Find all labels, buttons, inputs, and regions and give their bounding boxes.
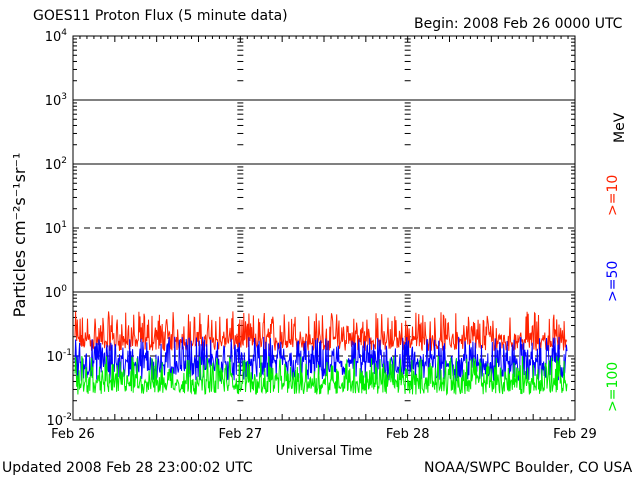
y-tick-label: 104 (45, 28, 68, 45)
legend-unit: MeV (612, 112, 628, 143)
credit-text: NOAA/SWPC Boulder, CO USA (424, 460, 633, 476)
updated-time: Updated 2008 Feb 28 23:00:02 UTC (2, 460, 253, 476)
y-tick-label: 100 (45, 284, 68, 301)
y-tick-label: 10-2 (46, 412, 72, 429)
x-tick-label: Feb 26 (51, 427, 95, 442)
legend-ge50: >=50 (605, 260, 621, 302)
plot-frame (72, 35, 576, 421)
series-lines (74, 311, 568, 396)
y-tick-labels: 104 103 102 101 100 10-1 10-2 (45, 28, 72, 429)
y-tick-label: 102 (45, 156, 67, 173)
x-tick-label: Feb 27 (218, 427, 262, 442)
series-50-mev (74, 336, 568, 382)
y-tick-label: 101 (45, 220, 67, 237)
y-axis-label: Particles cm⁻²s⁻¹sr⁻¹ (10, 152, 29, 318)
chart-title: GOES11 Proton Flux (5 minute data) (33, 8, 288, 24)
begin-time: Begin: 2008 Feb 26 0000 UTC (414, 16, 623, 32)
y-tick-label: 10-1 (46, 348, 72, 365)
series-100-mev (74, 355, 568, 396)
y-tick-label: 103 (45, 92, 67, 109)
legend-ge10: >=10 (605, 174, 621, 216)
gridlines (73, 99, 575, 357)
x-tick-labels: Feb 26 Feb 27 Feb 28 Feb 29 (51, 427, 597, 442)
x-axis-label: Universal Time (276, 444, 373, 459)
x-tick-label: Feb 29 (553, 427, 597, 442)
legend-ge100: >=100 (605, 361, 621, 412)
x-tick-label: Feb 28 (386, 427, 430, 442)
